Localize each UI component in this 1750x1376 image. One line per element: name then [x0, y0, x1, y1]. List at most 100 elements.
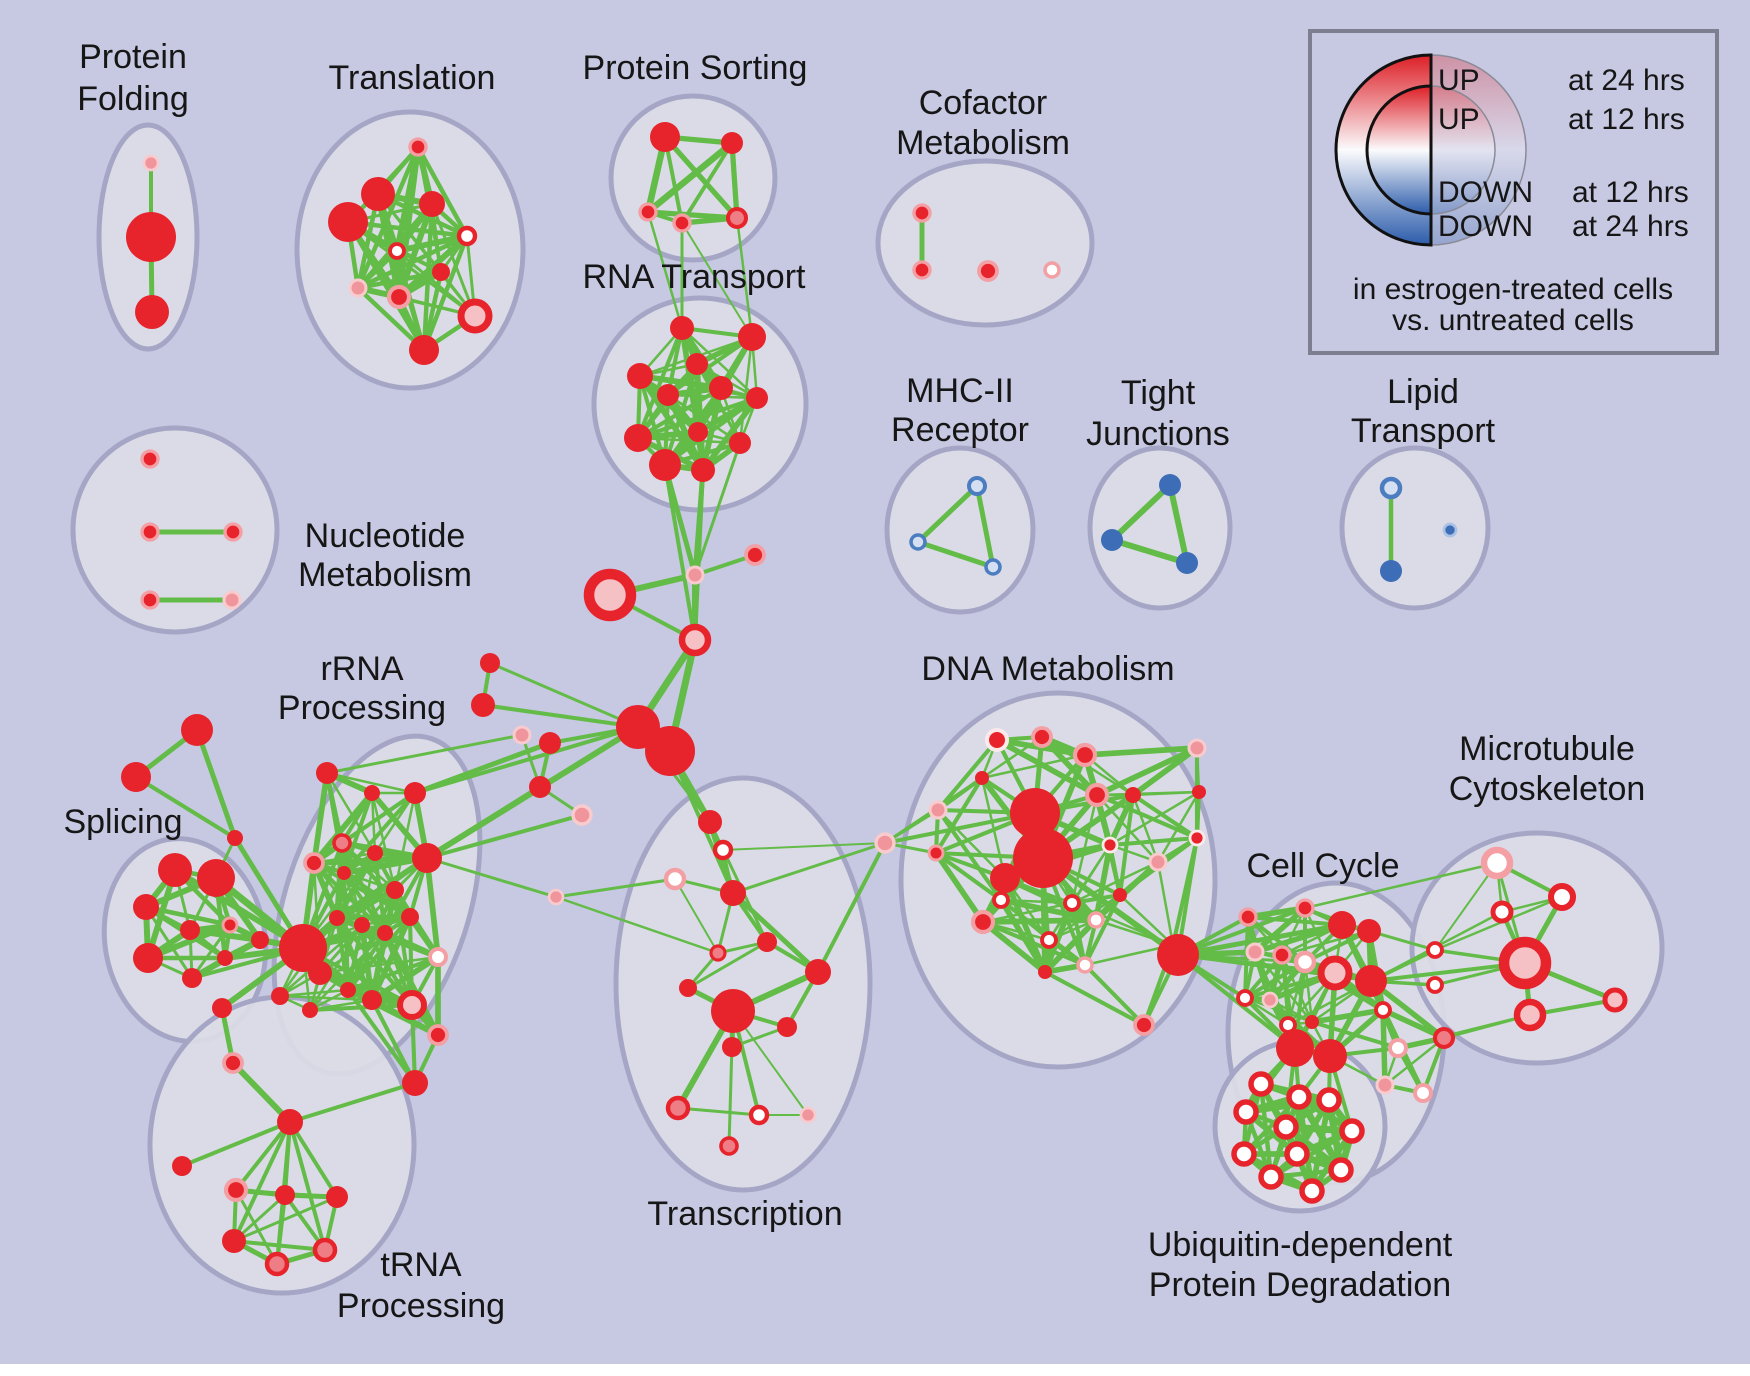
- edge: [1002, 875, 1099, 923]
- node: [386, 881, 404, 899]
- node: [197, 859, 235, 897]
- cluster-ellipse-tx: [613, 775, 873, 1193]
- edge: [730, 890, 821, 975]
- edge: [413, 725, 640, 795]
- node: [1299, 1178, 1325, 1204]
- edge: [933, 850, 986, 925]
- cluster-label: Protein Degradation: [1149, 1266, 1451, 1304]
- node: [361, 177, 395, 211]
- cluster-label: rRNA: [320, 650, 403, 688]
- edge: [1309, 1007, 1386, 1025]
- node: [1233, 1099, 1259, 1125]
- edge: [554, 895, 720, 955]
- edge: [998, 897, 1048, 975]
- node: [251, 931, 269, 949]
- node: [401, 908, 419, 926]
- node: [685, 565, 705, 585]
- node: [1273, 1114, 1299, 1140]
- node: [928, 800, 948, 820]
- node: [1317, 955, 1353, 991]
- edge: [311, 790, 375, 866]
- legend-time-label: at 12 hrs: [1568, 103, 1685, 136]
- node: [222, 590, 242, 610]
- edge: [693, 468, 705, 642]
- edge: [686, 940, 769, 990]
- node: [992, 891, 1010, 909]
- cluster-label: Folding: [77, 80, 189, 118]
- edge: [722, 842, 886, 851]
- node: [672, 213, 692, 233]
- node: [670, 316, 694, 340]
- node: [329, 910, 345, 926]
- cluster-ellipse-li: [1339, 445, 1491, 611]
- cluster-label: Cytoskeleton: [1449, 770, 1646, 808]
- edge: [278, 994, 374, 1002]
- node: [337, 866, 351, 880]
- node: [308, 961, 332, 985]
- node: [326, 1186, 348, 1208]
- node: [657, 384, 679, 406]
- edge: [935, 737, 1000, 813]
- node: [985, 728, 1009, 752]
- legend-inner-ring-right-faded: [1430, 85, 1496, 215]
- edge: [1094, 745, 1200, 798]
- node: [709, 376, 733, 400]
- edge: [334, 887, 398, 921]
- node: [223, 1177, 249, 1203]
- cluster-label: MHC-II: [906, 372, 1014, 410]
- node: [547, 888, 565, 906]
- edge: [1131, 790, 1201, 797]
- edge: [980, 753, 1087, 780]
- node: [1063, 894, 1081, 912]
- cluster-label: Lipid: [1387, 373, 1459, 411]
- node: [182, 968, 202, 988]
- edge: [933, 775, 985, 856]
- edge: [1252, 922, 1345, 955]
- legend-time-label: at 24 hrs: [1572, 210, 1689, 243]
- node: [663, 867, 687, 891]
- edge: [234, 1188, 279, 1266]
- edge: [933, 850, 1004, 903]
- edge: [635, 385, 724, 441]
- node: [275, 1185, 295, 1205]
- node: [367, 845, 383, 861]
- legend-direction-label: DOWN: [1438, 176, 1533, 209]
- edge: [554, 877, 677, 899]
- node: [665, 1095, 691, 1121]
- node: [1328, 911, 1356, 939]
- node: [977, 260, 999, 282]
- node: [1513, 998, 1547, 1032]
- node: [1293, 950, 1317, 974]
- node: [529, 776, 551, 798]
- node: [457, 298, 493, 334]
- node: [1547, 882, 1577, 912]
- node: [912, 203, 932, 223]
- node: [419, 191, 445, 217]
- node: [1284, 1141, 1310, 1167]
- node: [404, 782, 426, 804]
- edge: [382, 930, 441, 1038]
- node: [645, 726, 695, 776]
- edge: [369, 914, 413, 1003]
- node: [1305, 1015, 1319, 1029]
- node: [1013, 828, 1073, 888]
- edge: [915, 539, 996, 570]
- edge: [278, 988, 350, 998]
- edge: [700, 395, 760, 473]
- node: [340, 982, 356, 998]
- legend-direction-label: DOWN: [1438, 210, 1533, 243]
- node: [312, 1237, 338, 1263]
- edge: [311, 770, 330, 866]
- node: [1157, 934, 1199, 976]
- node: [686, 353, 708, 375]
- node: [271, 987, 289, 1005]
- edge: [676, 1106, 761, 1117]
- edge: [194, 727, 238, 841]
- edge: [816, 841, 887, 974]
- edge: [288, 1120, 327, 1252]
- edge: [1268, 1128, 1355, 1180]
- node: [970, 909, 996, 935]
- edge: [339, 790, 418, 846]
- edge: [308, 923, 364, 1012]
- edge: [232, 1120, 292, 1243]
